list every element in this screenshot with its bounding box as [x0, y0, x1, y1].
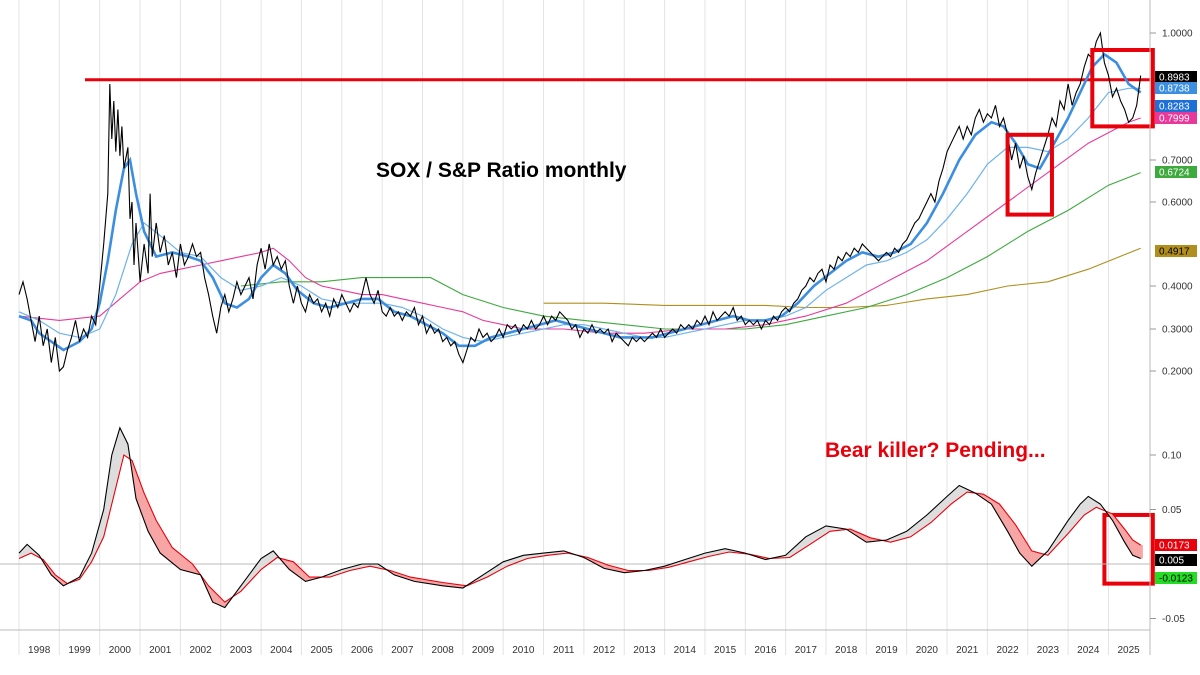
fill-band — [1084, 497, 1087, 516]
bear-killer-annotation: Bear killer? Pending... — [825, 439, 1046, 462]
fill-band — [180, 553, 183, 571]
highlight-box — [1090, 48, 1155, 129]
fill-band — [1134, 541, 1137, 558]
year-tick-label: 1999 — [68, 645, 91, 656]
y-tick-label: 0.10 — [1162, 451, 1182, 462]
year-tick-label: 2002 — [189, 645, 212, 656]
year-tick-label: 2020 — [916, 645, 939, 656]
signal-line — [18, 454, 1141, 603]
last-value-label: 0.4917 — [1159, 247, 1190, 258]
last-value-label: 0.8283 — [1159, 102, 1190, 113]
fill-band — [1132, 539, 1135, 557]
ma-fast-line — [18, 52, 1142, 352]
fill-band — [1088, 496, 1091, 513]
year-tick-label: 2013 — [633, 645, 656, 656]
fill-band — [156, 519, 159, 550]
year-tick-label: 2017 — [795, 645, 818, 656]
fill-band — [158, 523, 161, 554]
ma-slow-line — [18, 117, 1141, 334]
last-value-tag — [1155, 71, 1197, 83]
year-tick-label: 2025 — [1118, 645, 1141, 656]
year-tick-label: 2001 — [149, 645, 172, 656]
last-value-label: 0.6724 — [1159, 168, 1190, 179]
ratio-series — [18, 31, 1155, 373]
y-tick-label: 1.0000 — [1162, 29, 1193, 40]
last-value-label: 0.8738 — [1159, 84, 1190, 95]
year-tick-label: 2011 — [553, 645, 575, 656]
last-value-label: 0.8983 — [1159, 73, 1190, 84]
fill-band — [160, 526, 163, 556]
fill-band — [1136, 542, 1139, 558]
last-value-label: 0.7999 — [1159, 114, 1190, 125]
year-tick-label: 2003 — [230, 645, 253, 656]
fill-band — [1086, 496, 1089, 514]
year-tick-label: 2019 — [875, 645, 898, 656]
last-value-label: -0.0123 — [1159, 574, 1193, 585]
fill-band — [178, 552, 181, 570]
year-tick-label: 2006 — [351, 645, 374, 656]
year-tick-label: 2018 — [835, 645, 858, 656]
fill-band — [1138, 543, 1141, 559]
fill-band — [182, 555, 185, 571]
last-value-tag — [1155, 554, 1197, 566]
highlight-box — [1005, 132, 1054, 217]
last-value-tag — [1155, 539, 1197, 551]
fill-band — [1140, 544, 1143, 559]
year-tick-label: 2008 — [432, 645, 455, 656]
fill-band — [1090, 497, 1093, 512]
ma-very-long-line — [543, 247, 1141, 309]
year-tick-label: 2007 — [391, 645, 414, 656]
last-value-tag — [1155, 572, 1197, 584]
year-tick-label: 2012 — [593, 645, 616, 656]
highlight-box — [1102, 512, 1155, 586]
last-value-label: 0.005 — [1159, 556, 1184, 567]
grid — [18, 0, 1109, 655]
fill-band — [174, 548, 177, 567]
year-tick-label: 2010 — [512, 645, 535, 656]
chart-title: SOX / S&P Ratio monthly — [376, 159, 627, 182]
y-tick-label: 0.4000 — [1162, 282, 1193, 293]
fill-band — [176, 550, 179, 569]
year-tick-label: 2009 — [472, 645, 495, 656]
y-tick-label: 0.7000 — [1162, 156, 1193, 167]
ratio-price-line — [18, 31, 1142, 373]
y-tick-label: 0.3000 — [1162, 325, 1193, 336]
last-value-tag — [1155, 166, 1197, 178]
year-tick-label: 2016 — [754, 645, 777, 656]
last-value-tag — [1155, 100, 1197, 112]
year-tick-label: 2023 — [1037, 645, 1060, 656]
year-tick-label: 2014 — [674, 645, 697, 656]
oscillator-line — [18, 426, 1141, 609]
oscillator-series — [0, 426, 1155, 609]
last-value-label: 0.0173 — [1159, 541, 1190, 552]
y-tick-label: 0.2000 — [1162, 367, 1193, 378]
year-tick-label: 1998 — [28, 645, 51, 656]
year-tick-label: 2022 — [996, 645, 1019, 656]
last-value-tag — [1155, 112, 1197, 124]
fill-band — [172, 547, 175, 565]
year-tick-label: 2000 — [109, 645, 132, 656]
year-tick-label: 2021 — [956, 645, 979, 656]
year-tick-label: 2015 — [714, 645, 737, 656]
last-value-tag — [1155, 245, 1197, 257]
year-tick-label: 2004 — [270, 645, 293, 656]
year-tick-label: 2005 — [311, 645, 334, 656]
axes: 1998 1999 2000 2001 2002 2003 2004 2005 2006 2007… — [0, 0, 1197, 656]
y-tick-label: 0.05 — [1162, 505, 1182, 516]
last-value-tag — [1155, 82, 1197, 94]
year-tick-label: 2024 — [1077, 645, 1100, 656]
y-tick-label: 0.6000 — [1162, 198, 1193, 209]
y-tick-label: -0.05 — [1162, 614, 1185, 625]
